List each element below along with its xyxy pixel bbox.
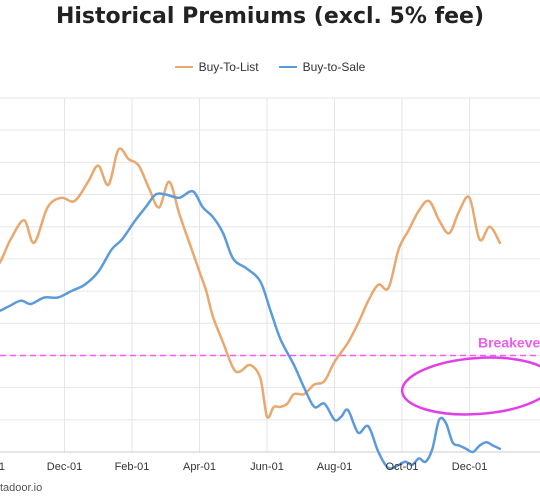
legend-swatch-buy-to-sale <box>278 66 297 68</box>
x-tick-label-5: Aug-01 <box>317 461 352 473</box>
legend-label-buy-to-sale: Buy-to-Sale <box>302 60 366 74</box>
series-line-buy-to-sale <box>0 189 502 470</box>
chart-title: Historical Premiums (excl. 5% fee) <box>55 4 485 29</box>
breakeven-label: Breakeven <box>478 334 540 350</box>
x-tick-label-3: Apr-01 <box>183 461 216 473</box>
legend-swatch-buy-to-list <box>174 66 193 68</box>
highlight-ellipse <box>400 356 540 416</box>
x-tick-label-7: Dec-01 <box>452 461 487 473</box>
x-tick-label-2: Feb-01 <box>115 461 150 473</box>
x-tick-label-0: 1 <box>0 461 5 473</box>
x-tick-label-4: Jun-01 <box>250 461 284 473</box>
legend-item-buy-to-sale[interactable]: Buy-to-Sale <box>278 60 366 74</box>
watermark: tadoor.io <box>0 482 43 494</box>
x-tick-label-1: Dec-01 <box>47 461 82 473</box>
legend-item-buy-to-list[interactable]: Buy-To-List <box>174 60 259 74</box>
chart-legend: Buy-To-List Buy-to-Sale <box>0 60 540 74</box>
x-tick-label-6: Oct-01 <box>385 461 418 473</box>
legend-label-buy-to-list: Buy-To-List <box>198 60 259 74</box>
series-line-buy-to-list <box>0 147 502 419</box>
